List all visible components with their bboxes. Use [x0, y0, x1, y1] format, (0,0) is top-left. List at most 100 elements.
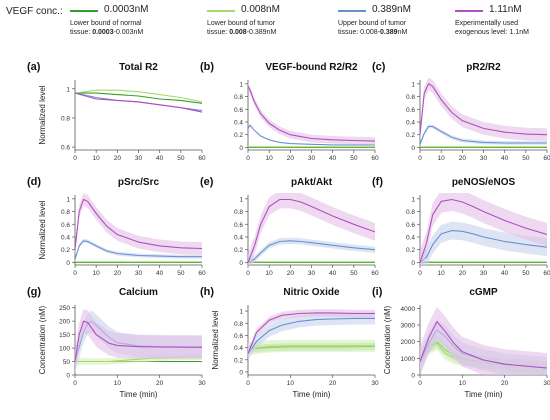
x-tick-label: 30 — [135, 155, 143, 162]
x-tick-label: 0 — [418, 270, 422, 277]
y-tick-label: 1 — [239, 196, 243, 203]
y-tick-label: 0.8 — [234, 321, 243, 328]
y-tick-label: 0.6 — [61, 222, 70, 229]
x-tick-label: 10 — [438, 270, 446, 277]
series-line-3 — [75, 240, 202, 260]
x-tick-label: 0 — [418, 380, 422, 387]
x-axis-label: Time (min) — [293, 390, 331, 399]
x-tick-label: 30 — [308, 270, 316, 277]
y-tick-label: 0.4 — [406, 235, 415, 242]
series-band-4 — [248, 193, 375, 265]
x-axis-label: Time (min) — [120, 390, 158, 399]
x-tick-label: 60 — [543, 155, 550, 162]
series-line-1 — [75, 92, 202, 104]
x-tick-label: 20 — [459, 270, 467, 277]
series-line-3 — [248, 124, 375, 146]
y-tick-label: 0 — [411, 145, 415, 152]
x-tick-label: 30 — [371, 380, 379, 387]
y-tick-label: 0.8 — [61, 209, 70, 216]
x-tick-label: 10 — [459, 380, 467, 387]
x-tick-label: 40 — [329, 270, 337, 277]
panel-label: (f) — [372, 176, 383, 188]
x-tick-label: 20 — [329, 380, 337, 387]
legend-swatch-3 — [338, 10, 366, 12]
y-tick-label: 0.8 — [234, 94, 243, 101]
panel-title: Nitric Oxide — [283, 287, 340, 298]
x-tick-label: 20 — [114, 270, 122, 277]
y-tick-label: 150 — [59, 332, 70, 339]
x-tick-label: 40 — [156, 155, 164, 162]
x-tick-label: 0 — [73, 270, 77, 277]
series-line-4 — [248, 86, 375, 142]
y-tick-label: 0.6 — [61, 145, 70, 152]
x-tick-label: 60 — [543, 270, 550, 277]
x-tick-label: 10 — [266, 270, 274, 277]
legend: VEGF conc.: 0.0003nM Lower bound of norm… — [0, 0, 550, 50]
x-tick-label: 10 — [114, 380, 122, 387]
x-tick-label: 20 — [287, 155, 295, 162]
series-line-4 — [75, 92, 202, 113]
y-tick-label: 0.4 — [234, 235, 243, 242]
y-tick-label: 0 — [239, 369, 243, 376]
panel-label: (c) — [372, 61, 386, 73]
y-tick-label: 0.4 — [61, 235, 70, 242]
y-tick-label: 0.2 — [406, 247, 415, 254]
x-tick-label: 30 — [480, 270, 488, 277]
x-tick-label: 60 — [198, 155, 206, 162]
y-tick-label: 0.6 — [234, 107, 243, 114]
x-tick-label: 10 — [266, 155, 274, 162]
y-tick-label: 0 — [66, 260, 70, 267]
chart-panel-a: (a) Total R20.60.810 10 20 30 40 50 60Normalize… — [27, 61, 206, 162]
series-line-4 — [420, 320, 547, 369]
legend-swatch-2 — [207, 10, 235, 12]
y-tick-label: 1 — [411, 81, 415, 88]
legend-conc-4: 1.11nM — [489, 4, 522, 15]
series-line-4 — [420, 198, 547, 263]
x-tick-label: 10 — [93, 155, 101, 162]
x-tick-label: 40 — [501, 270, 509, 277]
x-tick-label: 40 — [329, 155, 337, 162]
series-line-3 — [248, 240, 375, 263]
y-tick-label: 0.6 — [406, 107, 415, 114]
x-tick-label: 50 — [350, 155, 358, 162]
y-tick-label: 0 — [411, 373, 415, 380]
series-band-3 — [420, 221, 547, 265]
y-tick-label: 1 — [239, 309, 243, 316]
x-tick-label: 20 — [501, 380, 509, 387]
x-tick-label: 30 — [135, 270, 143, 277]
legend-title: VEGF conc.: — [6, 6, 63, 17]
x-tick-label: 20 — [114, 155, 122, 162]
series-band-3 — [248, 237, 375, 265]
series-line-4 — [75, 198, 202, 250]
y-axis-label: Normalized level — [38, 200, 47, 259]
y-tick-label: 50 — [63, 359, 71, 366]
y-axis-label: Normalized level — [211, 310, 220, 369]
legend-note-3: Upper bound of tumor tissue: 0.008-0.389… — [338, 20, 408, 36]
y-tick-label: 0.2 — [61, 247, 70, 254]
series-band-3 — [248, 312, 375, 360]
panel-title: pAkt/Akt — [291, 177, 333, 188]
y-tick-label: 0.6 — [406, 222, 415, 229]
x-tick-label: 10 — [93, 270, 101, 277]
legend-note-4: Experimentally used exogenous level: 1.1… — [455, 20, 529, 36]
legend-swatch-4 — [455, 10, 483, 12]
x-tick-label: 50 — [177, 155, 185, 162]
panel-title: pSrc/Src — [118, 177, 160, 188]
y-tick-label: 0.2 — [406, 132, 415, 139]
y-tick-label: 1 — [66, 86, 70, 93]
series-line-2 — [75, 89, 202, 103]
y-tick-label: 3000 — [401, 323, 416, 330]
x-tick-label: 10 — [287, 380, 295, 387]
y-tick-label: 0.6 — [234, 333, 243, 340]
y-tick-label: 0.2 — [234, 247, 243, 254]
y-tick-label: 0 — [239, 145, 243, 152]
y-tick-label: 0.8 — [234, 209, 243, 216]
series-line-4 — [75, 320, 202, 362]
legend-swatch-1 — [70, 10, 98, 12]
panel-label: (e) — [200, 176, 214, 188]
series-line-3 — [420, 125, 547, 145]
panel-title: VEGF-bound R2/R2 — [265, 62, 358, 73]
x-tick-label: 0 — [73, 155, 77, 162]
